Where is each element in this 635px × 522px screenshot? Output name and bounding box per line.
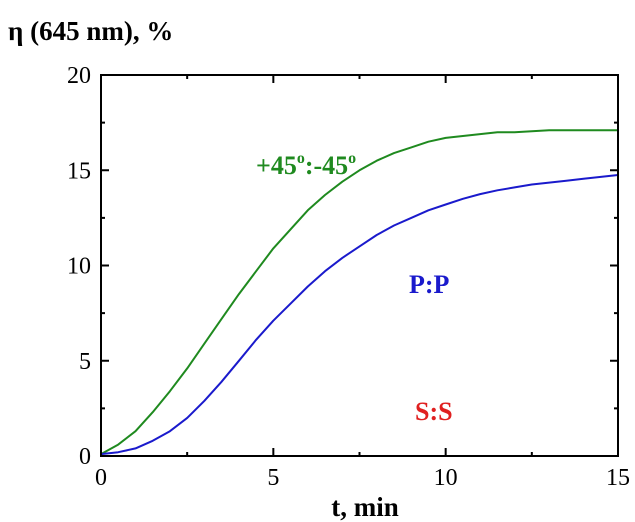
y-tick-label: 0 [79,444,91,470]
series-label-pp: P:P [409,270,450,299]
x-axis-title: t, min [331,492,399,522]
x-tick-label: 0 [95,465,107,491]
series-label-45-mid: :-45 [305,151,348,180]
ticks-layer: 0 5 10 15 0 5 10 15 20 [67,63,630,491]
y-tick-label: 5 [79,349,91,375]
series-label-45: +45o:-45o [256,150,356,180]
series-line-0 [100,129,618,455]
series-line-1 [100,174,619,456]
x-tick-label: 5 [267,465,279,491]
series-label-45-degree-2: o [348,150,356,167]
y-tick-label: 20 [67,63,91,89]
series-label-45-degree-1: o [297,150,305,167]
y-tick-label: 10 [67,254,91,280]
y-axis-title: η (645 nm), % [8,16,173,46]
x-tick-label: 15 [606,465,630,491]
plot-frame [100,74,619,457]
series-label-ss: S:S [415,397,453,426]
y-tick-label: 15 [67,158,91,184]
series-label-45-main: +45 [256,151,297,180]
series-layer [100,129,619,457]
x-tick-label: 10 [434,465,458,491]
